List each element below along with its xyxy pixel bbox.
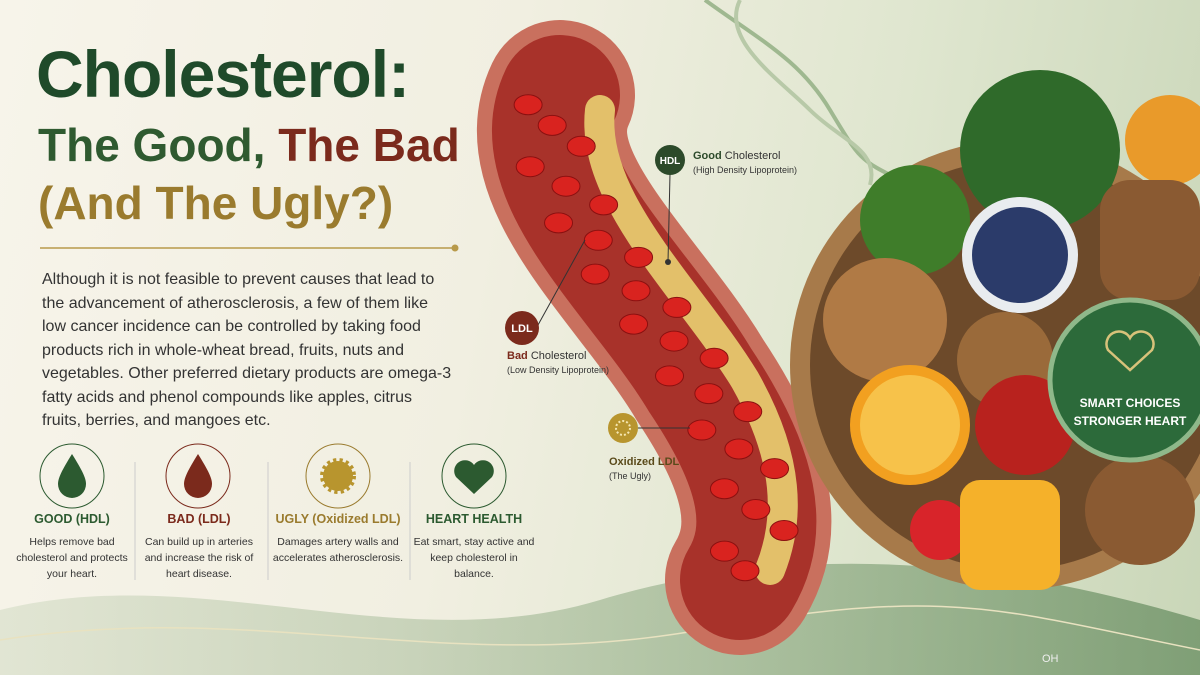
blood-cell [687,419,717,441]
card: HEART HEALTH Eat smart, stay active and k… [412,512,536,582]
callout: Good Cholesterol (High Density Lipoprotei… [693,150,797,175]
blood-cell [724,438,754,460]
card-text: Can build up in arteries and increase th… [144,536,254,580]
blood-cell [589,194,619,216]
ugly-icon [615,420,631,436]
bad-icon [184,454,212,498]
callout-sub: (The Ugly) [609,471,652,481]
card-icons [39,443,507,580]
divider-dot [451,244,459,252]
blood-cell [760,458,790,480]
callout: Bad Cholesterol (Low Density Lipoprotein) [507,350,609,375]
ugly-icon [320,458,356,494]
blood-cell [580,263,610,285]
blood-cell [699,347,729,369]
blood-cell [537,114,567,136]
plaque [584,95,798,585]
almonds [823,258,947,382]
card-text: Eat smart, stay active and keep choleste… [413,536,535,580]
icon-ring [39,443,105,509]
spinach [960,70,1120,230]
molecule-label: OH [1042,653,1059,665]
callout-dot [665,259,671,265]
blood-cell [709,540,739,562]
card-title: UGLY (Oxidized LDL) [275,512,401,526]
icon-ring [441,443,507,509]
artery-lumen [492,35,817,640]
card-title: GOOD (HDL) [34,512,110,526]
blood-cell [513,94,543,116]
blood-cell [621,280,651,302]
wave-line [0,605,1200,651]
callout-sub: (Low Density Lipoprotein) [507,365,610,375]
card-title: HEART HEALTH [425,512,523,526]
ugly-badge [608,413,638,443]
blood-cell [769,519,799,541]
orange-fruit [1125,95,1200,185]
good-icon [58,454,86,498]
good-text: The Good, [38,119,266,171]
badge-line: STRONGER HEART [1074,414,1187,428]
blood-cell [551,175,581,197]
ldl-badge-label: LDL [511,323,533,335]
card-title: BAD (LDL) [167,512,231,526]
blood-cell [566,135,596,157]
callout-text: Cholesterol [724,150,781,162]
badge-line: SMART CHOICES [1080,396,1181,410]
blood-cell [624,246,654,268]
callout: Oxidized LDL (The Ugly) [609,456,679,481]
card: BAD (LDL) Can build up in arteries and in… [137,512,261,582]
subtitle: (And The Ugly?) [38,177,394,229]
ldl-badge [505,311,539,345]
blood-cell [544,212,574,234]
card-text: Damages artery walls and accelerates ath… [272,536,404,564]
blood-cell [583,229,613,251]
heart-icon [1105,330,1155,372]
dna-strand [734,0,874,186]
callout-line [667,173,671,263]
bad-text: The Bad [278,119,460,171]
orange-flesh [860,375,960,475]
callout-strong: Bad [507,350,528,362]
blood-cells [513,94,799,582]
blood-cell [659,330,689,352]
bread [1100,180,1200,300]
hdl-badge-label: HDL [660,156,681,167]
blood-cell [741,498,771,520]
card: GOOD (HDL) Helps remove bad cholesterol a… [10,512,134,582]
blood-cell [694,383,724,405]
subtitle: The Good, The Bad [38,118,460,172]
blood-cell [709,478,739,500]
card: UGLY (Oxidized LDL) Damages artery walls … [270,512,406,566]
hdl-badge [655,145,685,175]
blood-cell [662,296,692,318]
blood-cell [733,401,763,423]
blood-cell [515,156,545,178]
walnuts [1085,455,1195,565]
blueberries [972,207,1068,303]
wave [0,563,1200,675]
blood-cell [655,365,685,387]
strawberry [910,500,970,560]
blood-cell [619,313,649,335]
callout-text: Cholesterol [530,350,587,362]
card-text: Helps remove bad cholesterol and protect… [16,536,128,580]
callout-sub: (High Density Lipoprotein) [693,165,798,175]
heart-icon [454,460,494,494]
title: Cholesterol: [36,37,410,111]
callout-strong: Oxidized LDL [609,456,680,468]
mango [960,480,1060,590]
blood-cell [730,560,760,582]
callout-line [537,239,586,326]
icon-ring [165,443,231,509]
intro: Although it is not feasible to prevent c… [42,271,452,429]
icon-ring [305,443,371,509]
smart-badge [1047,297,1200,463]
callout-strong: Good [693,150,722,162]
broccoli [860,165,970,275]
